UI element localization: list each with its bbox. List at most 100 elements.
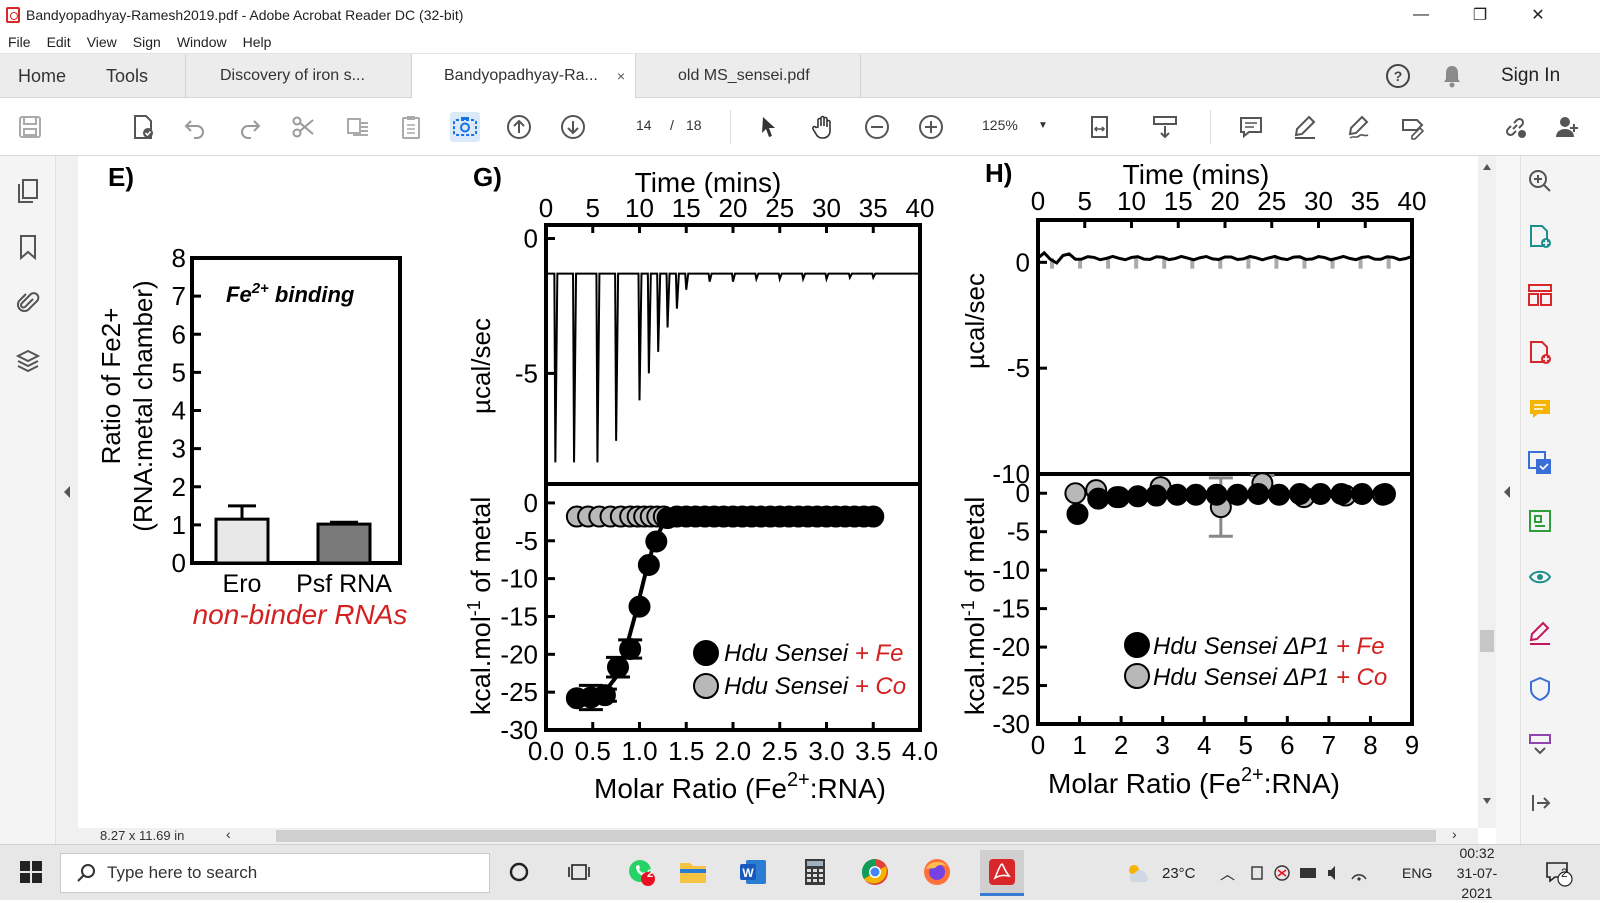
menu-file[interactable]: File xyxy=(8,33,31,50)
weather-icon[interactable] xyxy=(1124,845,1152,901)
notifications-icon[interactable]: 2 xyxy=(1544,845,1574,901)
horizontal-scrollbar-thumb[interactable] xyxy=(276,830,1436,842)
windows-start-icon[interactable] xyxy=(14,855,48,889)
maximize-button[interactable]: ❐ xyxy=(1472,7,1488,24)
sign-icon[interactable] xyxy=(1344,112,1374,142)
legend-entry-co: Hdu Sensei + Co xyxy=(724,673,906,700)
minimize-button[interactable]: — xyxy=(1413,6,1429,23)
snapshot-icon[interactable] xyxy=(450,112,480,142)
task-view-icon[interactable] xyxy=(562,855,596,889)
firefox-icon[interactable] xyxy=(920,855,954,889)
scan-ocr-icon[interactable] xyxy=(1527,564,1553,590)
export-pdf-icon[interactable] xyxy=(1527,340,1553,366)
collapse-tools-icon[interactable] xyxy=(1527,790,1553,816)
clock[interactable]: 00:32 31-07-2021 xyxy=(1444,845,1510,901)
doc-tab-old-ms[interactable]: old MS_sensei.pdf xyxy=(635,54,861,98)
x-tick-label: 25 xyxy=(765,193,794,223)
fill-and-sign-icon[interactable] xyxy=(1527,620,1553,646)
close-button[interactable]: ✕ xyxy=(1531,7,1545,24)
document-viewport[interactable]: E) G) H) Ratio of Fe2+ (RNA:metal chambe… xyxy=(78,156,1478,828)
close-tab-icon[interactable]: × xyxy=(616,68,625,84)
x-tick-label: 0 xyxy=(1031,730,1045,760)
copy-icon[interactable] xyxy=(343,112,373,142)
panel-g-label: G) xyxy=(473,162,502,192)
protect-icon[interactable] xyxy=(1527,676,1553,702)
menu-help[interactable]: Help xyxy=(242,33,272,50)
create-pdf-icon[interactable] xyxy=(1527,224,1553,250)
scroll-right-icon[interactable]: › xyxy=(1452,826,1457,842)
menu-edit[interactable]: Edit xyxy=(46,33,71,50)
zoom-out-icon[interactable] xyxy=(862,112,892,142)
menu-view[interactable]: View xyxy=(86,33,117,50)
x-tick-label: 20 xyxy=(1211,186,1240,216)
zoom-dropdown-icon[interactable]: ▼ xyxy=(1038,120,1048,131)
fill-sign-icon[interactable] xyxy=(1398,112,1428,142)
undo-icon[interactable] xyxy=(180,112,210,142)
x-tick-label: 20 xyxy=(719,193,748,223)
select-tool-icon[interactable] xyxy=(754,112,784,142)
edit-pdf-icon[interactable] xyxy=(1527,508,1553,534)
zoom-select[interactable]: 125% xyxy=(982,117,1018,133)
more-tools-icon[interactable] xyxy=(1527,732,1553,758)
x-tick-label: 35 xyxy=(859,193,888,223)
y-tick-label: 1 xyxy=(172,510,186,540)
help-icon[interactable]: ? xyxy=(1384,54,1412,98)
doc-tab-discovery[interactable]: Discovery of iron s... xyxy=(185,54,411,98)
language-indicator[interactable]: ENG xyxy=(1402,865,1433,881)
page-thumbnails-icon[interactable] xyxy=(15,178,41,204)
protect-document-icon[interactable] xyxy=(128,112,158,142)
vertical-scrollbar[interactable] xyxy=(1478,156,1496,828)
acrobat-taskbar-icon[interactable] xyxy=(980,850,1024,896)
file-explorer-icon[interactable] xyxy=(676,855,710,889)
menu-sign[interactable]: Sign xyxy=(132,33,161,50)
redo-icon[interactable] xyxy=(235,112,265,142)
left-pane-toggle[interactable] xyxy=(56,156,78,844)
zoom-in-icon[interactable] xyxy=(916,112,946,142)
bell-icon[interactable] xyxy=(1440,54,1464,98)
tray-icons[interactable] xyxy=(1250,845,1370,901)
chrome-icon[interactable] xyxy=(858,855,892,889)
highlight-icon[interactable] xyxy=(1290,112,1320,142)
hand-tool-icon[interactable] xyxy=(808,112,838,142)
add-user-icon[interactable] xyxy=(1552,112,1582,142)
cortana-icon[interactable] xyxy=(502,855,536,889)
doc-tab-bandyopadhyay[interactable]: Bandyopadhyay-Ra... × xyxy=(411,54,635,99)
right-pane-toggle[interactable] xyxy=(1496,156,1520,844)
share-link-icon[interactable] xyxy=(1500,112,1530,142)
y-tick-label: -10 xyxy=(992,555,1030,585)
previous-page-icon[interactable] xyxy=(504,112,534,142)
x-tick-label: 5 xyxy=(586,193,600,223)
search-icon xyxy=(77,864,95,882)
paste-icon[interactable] xyxy=(396,112,426,142)
data-point xyxy=(1166,483,1189,506)
word-icon[interactable]: W xyxy=(736,855,770,889)
save-icon[interactable] xyxy=(15,112,45,142)
sign-in-button[interactable]: Sign In xyxy=(1501,65,1561,86)
calculator-icon[interactable] xyxy=(798,855,832,889)
send-for-review-icon[interactable] xyxy=(1527,450,1553,476)
fit-page-icon[interactable] xyxy=(1086,112,1116,142)
zoom-search-icon[interactable] xyxy=(1527,168,1553,194)
next-page-icon[interactable] xyxy=(558,112,588,142)
search-placeholder: Type here to search xyxy=(107,863,258,882)
tray-overflow-icon[interactable]: ︿ xyxy=(1220,865,1236,883)
scroll-mode-icon[interactable] xyxy=(1150,112,1180,142)
cut-icon[interactable] xyxy=(288,112,318,142)
scroll-left-icon[interactable]: ‹ xyxy=(226,826,231,842)
tab-tools[interactable]: Tools xyxy=(106,66,149,86)
x-tick-label: 1.0 xyxy=(621,736,657,766)
comment-icon[interactable] xyxy=(1236,112,1266,142)
bookmarks-icon[interactable] xyxy=(15,234,41,261)
y-tick-label: 3 xyxy=(172,434,186,464)
y-tick-label: 4 xyxy=(172,396,186,426)
layers-icon[interactable] xyxy=(15,348,41,374)
taskbar-search[interactable]: Type here to search xyxy=(60,853,490,893)
page-number-input[interactable]: 14 xyxy=(636,117,652,133)
comment-tool-icon[interactable] xyxy=(1527,396,1553,422)
whatsapp-icon[interactable]: 2 xyxy=(624,855,658,889)
tab-home[interactable]: Home xyxy=(18,66,67,86)
attachments-icon[interactable] xyxy=(15,290,41,316)
menu-window[interactable]: Window xyxy=(176,33,227,50)
organize-pages-icon[interactable] xyxy=(1527,282,1553,308)
data-point xyxy=(606,656,629,679)
